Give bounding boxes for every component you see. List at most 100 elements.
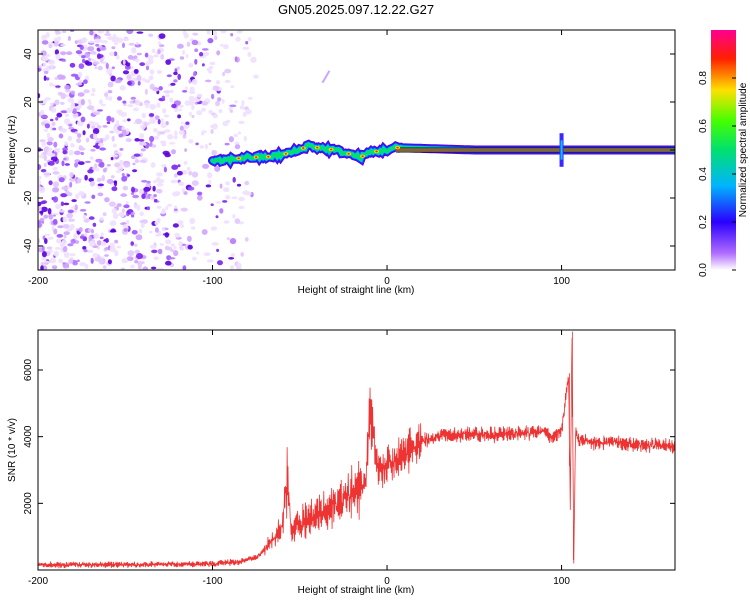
spectrogram-noise-blob (92, 252, 99, 258)
spectrogram-noise-blob (177, 181, 185, 186)
spectrogram-noise-blob (89, 181, 95, 187)
spectrogram-noise-blob (225, 181, 230, 186)
spectrogram-noise-blob (88, 235, 92, 242)
spectrogram-noise-blob (129, 73, 136, 77)
spectrogram-noise-blob (140, 148, 146, 152)
spectrogram-noise-blob (153, 194, 157, 198)
spectrogram-noise-blob (136, 52, 142, 56)
spectrogram-x-tick-label: 0 (384, 276, 390, 287)
colorbar-tick-label: 0.2 (698, 215, 709, 229)
spectrogram-noise-blob (41, 200, 48, 204)
spectrogram-noise-blob (88, 240, 95, 247)
spectrogram-noise-blob (90, 257, 94, 264)
spectrogram-noise-blob (219, 183, 223, 189)
spectrogram-noise-blob (204, 143, 208, 150)
spectrogram-noise-blob (56, 234, 64, 238)
spectrogram-noise-blob (216, 248, 220, 252)
spectrogram-noise-blob (108, 201, 116, 207)
spectrogram-noise-blob (54, 77, 59, 80)
spectrogram-noise-blob (210, 129, 214, 134)
spectrogram-noise-blob (142, 142, 147, 146)
spectrogram-noise-blob (79, 45, 84, 51)
spectrogram-noise-blob (148, 33, 154, 37)
spectrogram-noise-blob (58, 177, 65, 183)
spectrogram-noise-blob (83, 79, 88, 84)
snr-x-tick-label: -100 (203, 576, 223, 587)
spectrogram-noise-blob (82, 58, 86, 64)
spectrogram-noise-blob (60, 110, 68, 114)
spectrogram-noise-blob (56, 112, 63, 118)
spectrogram-noise-blob (46, 141, 53, 146)
spectrogram-noise-blob (97, 54, 104, 59)
spectrogram-noise-blob (41, 40, 49, 45)
spectrogram-noise-blob (125, 138, 132, 143)
spectrogram-noise-blob (70, 238, 76, 244)
spectrogram-noise-blob (117, 165, 124, 171)
spectrogram-noise-blob (67, 243, 74, 247)
spectrogram-noise-blob (93, 233, 99, 239)
spectrogram-noise-blob (97, 192, 104, 197)
spectrogram-noise-blob (185, 121, 190, 125)
spectrogram-noise-blob (192, 71, 197, 77)
spectrogram-noise-blob (131, 155, 136, 159)
spectrogram-noise-blob (45, 53, 51, 58)
spectrogram-noise-blob (135, 118, 142, 125)
spectrogram-noise-blob (50, 65, 54, 69)
spectrogram-noise-blob (179, 125, 184, 132)
spectrogram-noise-blob (170, 249, 175, 253)
spectrogram-noise-blob (130, 241, 134, 246)
spectrogram-noise-blob (149, 117, 157, 124)
spectrogram-noise-blob (122, 70, 130, 75)
spectrogram-noise-blob (92, 61, 100, 65)
spectrogram-noise-blob (158, 131, 166, 135)
spectrogram-noise-blob (235, 36, 241, 42)
spectrogram-noise-blob (95, 158, 103, 163)
spectrogram-noise-blob (89, 30, 94, 36)
spectrogram-noise-blob (62, 216, 68, 223)
spectrogram-noise-blob (84, 60, 90, 65)
spectrogram-noise-blob (55, 85, 61, 88)
spectrogram-noise-blob (228, 136, 234, 143)
spectrogram-noise-blob (79, 262, 86, 267)
spectrogram-noise-blob (108, 96, 113, 101)
spectrogram-noise-blob (174, 68, 178, 73)
spectrogram-noise-blob (191, 78, 198, 85)
spectrogram-noise-blob (48, 161, 55, 166)
spectrogram-noise-blob (194, 58, 198, 65)
spectrogram-noise-blob (110, 75, 116, 82)
spectrogram-noise-blob (50, 153, 56, 157)
spectrogram-noise-blob (58, 133, 64, 139)
spectrogram-noise-blob (53, 181, 59, 188)
spectrogram-noise-blob (68, 218, 75, 222)
spectrogram-noise-blob (169, 97, 174, 103)
spectrogram-noise-blob (167, 134, 174, 140)
spectrogram-noise-blob (78, 227, 83, 233)
snr-x-tick-label: 100 (553, 576, 570, 587)
spectrogram-noise-blob (211, 242, 219, 246)
spectrogram-noise-blob (86, 123, 90, 129)
spectrogram-noise-blob (224, 142, 230, 146)
spectrogram-noise-blob (194, 48, 199, 52)
spectrogram-noise-blob (206, 259, 214, 263)
spectrogram-noise-blob (210, 226, 218, 231)
spectrogram-noise-blob (224, 79, 231, 83)
spectrogram-noise-blob (188, 170, 193, 176)
spectrogram-noise-blob (237, 131, 242, 135)
spectrogram-noise-blob (240, 252, 244, 257)
colorbar-tick-label: 0.6 (698, 119, 709, 133)
spectrogram-noise-blob (168, 257, 176, 260)
spectrogram-noise-blob (80, 98, 85, 106)
spectrogram-noise-blob (44, 233, 51, 237)
spectrogram-noise-blob (75, 50, 83, 55)
spectrogram-noise-blob (243, 135, 247, 142)
spectrogram-noise-blob (133, 107, 139, 112)
spectrogram-noise-blob (116, 245, 121, 249)
spectrogram-noise-blob (38, 93, 41, 99)
spectrogram-noise-blob (153, 198, 158, 203)
spectrogram-noise-blob (55, 30, 61, 35)
spectrogram-noise-blob (121, 208, 125, 213)
spectrogram-noise-blob (65, 267, 69, 270)
spectrogram-noise-blob (244, 180, 250, 186)
spectrogram-noise-blob (72, 108, 77, 115)
spectrogram-noise-blob (113, 51, 118, 57)
